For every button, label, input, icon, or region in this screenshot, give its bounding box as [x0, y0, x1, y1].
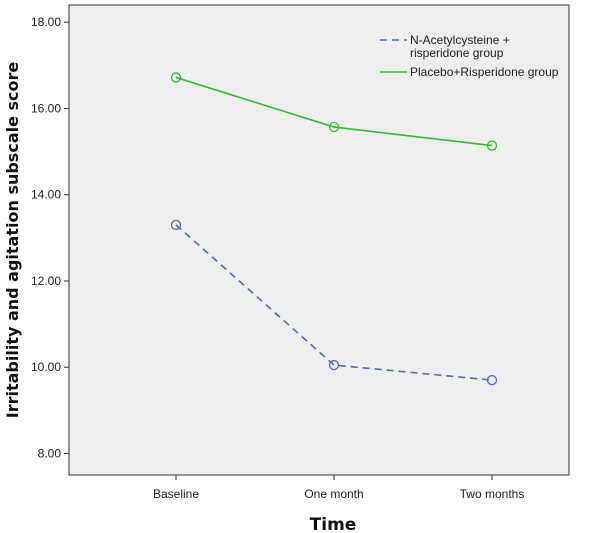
legend-label: risperidone group [410, 46, 504, 60]
plot-area [68, 4, 570, 476]
data-point [486, 374, 498, 386]
y-tick-label: 14.00 [31, 188, 61, 202]
y-tick-label: 18.00 [31, 15, 61, 29]
x-tick-label: Baseline [153, 487, 199, 501]
x-tick-label: One month [304, 487, 363, 501]
y-tick-label: 16.00 [31, 101, 61, 115]
data-point [170, 72, 182, 83]
legend-label: Placebo+Risperidone group [410, 65, 559, 79]
data-point [170, 219, 182, 231]
series-line-1 [175, 76, 493, 147]
x-axis: Baseline One month Two months [153, 475, 524, 501]
data-point [328, 121, 340, 133]
series-line-0 [175, 224, 493, 381]
data-point [328, 359, 340, 371]
x-tick-label: Two months [460, 487, 525, 501]
y-tick-label: 12.00 [31, 274, 61, 288]
x-axis-title: Time [310, 515, 357, 533]
y-axis: 8.00 10.00 12.00 14.00 16.00 18.00 [31, 15, 69, 460]
y-tick-label: 8.00 [38, 446, 62, 460]
y-tick-label: 10.00 [31, 360, 61, 374]
series-layer [170, 72, 498, 386]
legend-label: N-Acetylcysteine + [410, 33, 510, 47]
legend: N-Acetylcysteine +risperidone group Place… [380, 33, 559, 79]
data-point [486, 140, 498, 151]
y-axis-title: Irritability and agitation subscale scor… [3, 62, 22, 419]
